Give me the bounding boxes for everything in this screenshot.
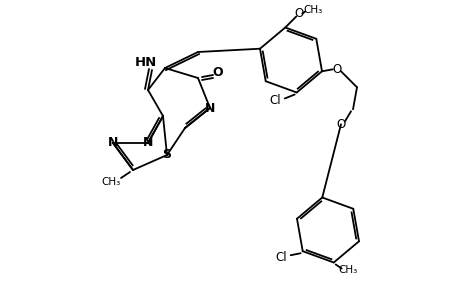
Text: N: N — [204, 101, 215, 115]
Text: Cl: Cl — [269, 94, 280, 107]
Text: O: O — [294, 7, 303, 20]
Text: HN: HN — [134, 56, 157, 68]
Text: N: N — [142, 136, 153, 149]
Text: N: N — [107, 136, 118, 149]
Text: CH₃: CH₃ — [337, 266, 357, 275]
Text: Cl: Cl — [274, 251, 286, 264]
Text: CH₃: CH₃ — [303, 4, 322, 14]
Text: S: S — [162, 148, 171, 161]
Text: CH₃: CH₃ — [101, 177, 120, 187]
Text: O: O — [212, 65, 223, 79]
Text: O: O — [332, 63, 341, 76]
Text: O: O — [336, 118, 345, 131]
